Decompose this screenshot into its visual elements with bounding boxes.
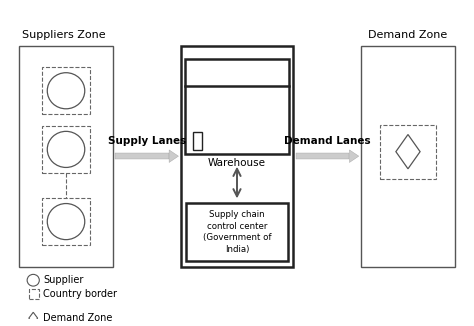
Text: Suppliers Zone: Suppliers Zone: [21, 30, 105, 40]
Bar: [181, 46, 293, 267]
Bar: [184, 59, 290, 154]
Bar: [42, 126, 91, 173]
Text: Supplier: Supplier: [43, 275, 83, 285]
Bar: [42, 198, 91, 245]
Text: Demand Lanes: Demand Lanes: [284, 136, 371, 146]
Circle shape: [47, 203, 85, 240]
Polygon shape: [29, 312, 37, 324]
Text: Demand Zone: Demand Zone: [43, 313, 112, 323]
Bar: [115, 153, 169, 159]
Bar: [28, 289, 39, 299]
Text: Warehouse: Warehouse: [208, 157, 266, 168]
Polygon shape: [396, 135, 420, 169]
Polygon shape: [349, 150, 359, 162]
Bar: [186, 203, 288, 261]
Bar: [380, 125, 436, 179]
Circle shape: [27, 274, 39, 286]
Text: Demand Zone: Demand Zone: [368, 30, 447, 40]
Bar: [193, 132, 202, 150]
Circle shape: [47, 131, 85, 168]
Text: Supply Lanes: Supply Lanes: [108, 136, 186, 146]
Bar: [361, 46, 455, 267]
Bar: [19, 46, 113, 267]
Text: Supply chain
control center
(Government of
India): Supply chain control center (Government …: [203, 210, 271, 254]
Circle shape: [47, 73, 85, 109]
Bar: [296, 153, 349, 159]
Polygon shape: [169, 150, 178, 162]
Text: Country border: Country border: [43, 289, 117, 299]
Bar: [42, 67, 91, 114]
